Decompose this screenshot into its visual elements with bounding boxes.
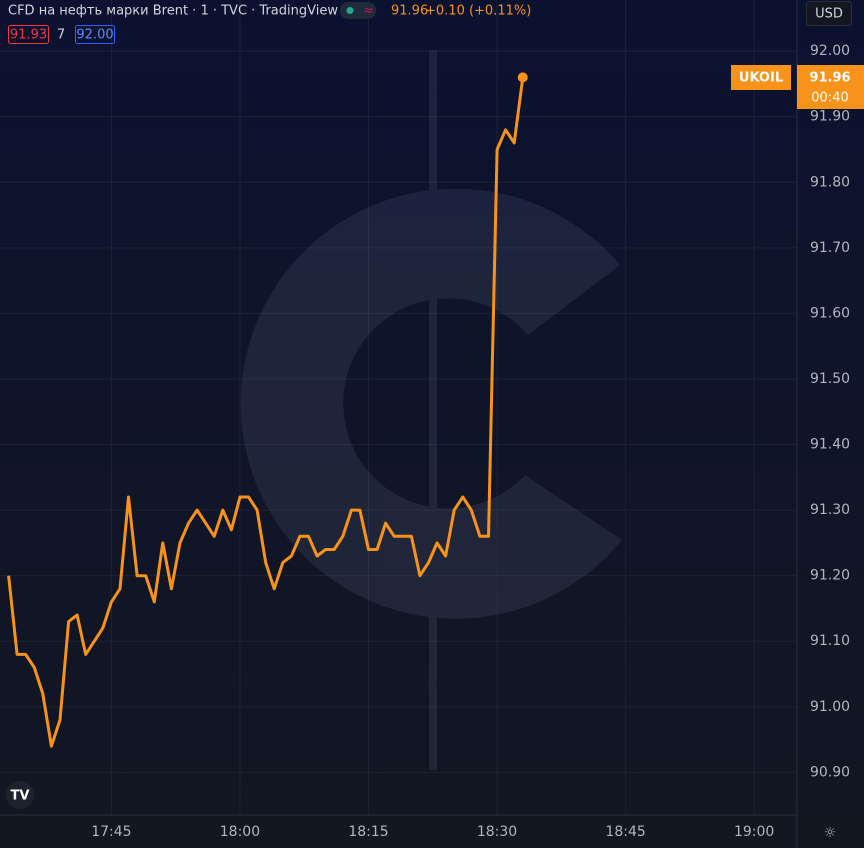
y-tick-label: 91.50: [810, 371, 850, 387]
price-label: 91.96: [809, 71, 850, 86]
x-tick-label: 19:00: [734, 824, 774, 840]
tv-logo: TV: [11, 789, 30, 804]
y-tick-label: 91.00: [810, 699, 850, 715]
status-dot: [346, 7, 354, 14]
ask-box: [75, 25, 115, 44]
x-tick-label: 18:00: [220, 824, 260, 840]
x-tick-label: 17:45: [91, 824, 131, 840]
price-label-bg: [797, 65, 864, 109]
last-price: 91.96: [391, 4, 428, 19]
settings-icon[interactable]: ☼: [824, 825, 837, 841]
y-tick-label: 91.90: [810, 109, 850, 125]
bid: 91.93: [10, 28, 47, 43]
y-tick-label: 91.60: [810, 305, 850, 321]
y-tick-label: 91.20: [810, 568, 850, 584]
watermark: [240, 50, 622, 770]
last-point: [517, 72, 528, 83]
chart-title: CFD на нефть марки Brent · 1 · TVC · Tra…: [8, 4, 338, 19]
y-tick-label: 92.00: [810, 43, 850, 59]
x-tick-label: 18:15: [348, 824, 388, 840]
ask: 92.00: [76, 28, 113, 43]
y-tick-label: 91.80: [810, 174, 850, 190]
tv-logo-bg: [6, 781, 34, 809]
currency-button[interactable]: [806, 1, 852, 26]
y-tick-label: 91.40: [810, 437, 850, 453]
y-tick-label: 91.30: [810, 502, 850, 518]
bid-box: [8, 25, 49, 44]
y-tick-label: 91.70: [810, 240, 850, 256]
series-line: [7, 77, 525, 748]
symbol-label: UKOIL: [739, 71, 783, 86]
y-tick-label: 91.10: [810, 633, 850, 649]
x-tick-label: 18:45: [605, 824, 645, 840]
grid: [0, 0, 797, 815]
x-tick-label: 18:30: [477, 824, 517, 840]
status-pill: [340, 2, 376, 19]
plot: [7, 72, 528, 748]
y-tick-label: 90.90: [810, 764, 850, 780]
currency[interactable]: USD: [815, 7, 843, 22]
spread: 7: [57, 28, 65, 43]
change: +0.10 (+0.11%): [425, 4, 531, 19]
countdown: 00:40: [811, 91, 848, 106]
status-icon: ≈: [363, 4, 374, 19]
symbol-label-bg: [731, 65, 791, 90]
